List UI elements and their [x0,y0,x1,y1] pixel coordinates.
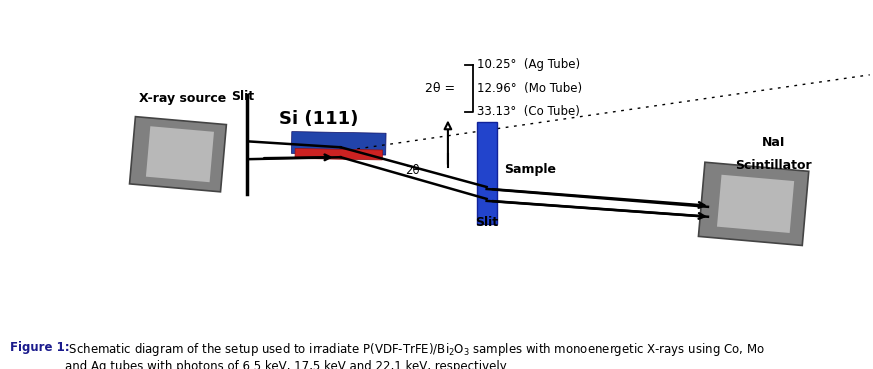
Text: Sample: Sample [505,163,556,176]
Polygon shape [146,126,214,182]
Text: X-ray source: X-ray source [140,92,227,104]
Text: 12.96°  (Mo Tube): 12.96° (Mo Tube) [477,82,581,95]
Text: Figure 1:: Figure 1: [10,341,70,354]
Text: Si (111): Si (111) [279,110,359,128]
Polygon shape [129,117,226,192]
Text: NaI: NaI [762,136,785,149]
Text: Slit: Slit [231,90,254,103]
Text: Slit: Slit [475,215,498,229]
Text: 10.25°  (Ag Tube): 10.25° (Ag Tube) [477,58,580,72]
Text: 2θ =: 2θ = [425,82,455,95]
Text: 33.13°  (Co Tube): 33.13° (Co Tube) [477,105,580,118]
Polygon shape [717,175,794,233]
Bar [477,123,497,224]
Polygon shape [698,162,808,245]
Polygon shape [295,148,382,160]
Text: Schematic diagram of the setup used to irradiate P(VDF-TrFE)/Bi$_{2}$O$_{3}$ sam: Schematic diagram of the setup used to i… [65,341,765,369]
Text: Scintillator: Scintillator [735,159,812,172]
Text: 2θ: 2θ [405,164,420,177]
Polygon shape [292,132,386,155]
